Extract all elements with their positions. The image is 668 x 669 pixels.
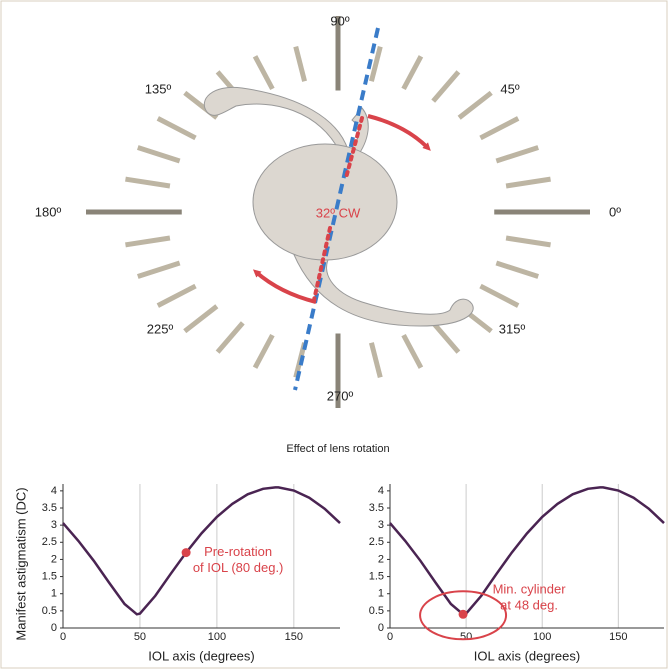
y-tick-label: 0.5 [42,605,57,617]
y-tick-label: 0 [51,622,57,634]
protractor-tick [215,321,245,354]
x-tick-label: 150 [609,631,627,643]
y-tick-label: 1.5 [369,570,384,582]
rotation-label: 32º CW [316,205,361,220]
protractor-tick [401,333,424,369]
curve [62,486,341,616]
rotation-arrow [252,269,317,304]
lens-optic [252,143,398,261]
protractor-tick [479,116,520,141]
protractor-tick [252,55,275,91]
x-tick-label: 50 [134,631,146,643]
angle-label: 180º [35,204,62,219]
axis-line [293,27,380,391]
y-tick-label: 3.5 [369,502,384,514]
angle-label: 45º [500,81,519,96]
y-tick-label: 0.5 [369,605,384,617]
protractor-tick [505,176,551,189]
marker [181,548,191,558]
y-tick-label: 3 [378,519,384,531]
protractor-tick [495,145,539,164]
angle-label: 90º [330,13,349,28]
y-axis-label: Manifest astigmatism (DC) [13,487,28,640]
y-tick-label: 0 [378,622,384,634]
x-axis-label: IOL axis (degrees) [474,648,580,663]
protractor-tick [479,283,520,308]
protractor-tick [252,333,275,369]
y-tick-label: 2.5 [42,536,57,548]
x-axis-label: IOL axis (degrees) [148,648,254,663]
protractor-tick [156,283,197,308]
highlight-ring [419,590,508,641]
protractor-tick [183,304,219,334]
y-tick-label: 3 [51,519,57,531]
protractor-tick [505,235,551,248]
upper-haptic [203,86,349,153]
protractor-tick [293,46,307,82]
protractor-tick [369,46,383,82]
dotted-axis [344,116,364,180]
protractor-tick [431,321,461,354]
x-tick-label: 100 [208,631,226,643]
annotation: Pre-rotation [204,544,272,559]
y-tick-label: 4 [51,485,57,497]
protractor-tick [156,116,197,141]
protractor-tick [495,260,539,279]
x-tick-label: 150 [285,631,303,643]
annotation: of IOL (80 deg.) [193,560,284,575]
dotted-axis [312,226,332,302]
protractor-tick [125,176,171,189]
protractor-tick [431,70,461,103]
curve [389,486,665,616]
y-tick-label: 4 [378,485,384,497]
rotation-arrow [367,114,431,151]
protractor-tick [137,145,181,164]
protractor-tick [401,55,424,91]
annotation: at 48 deg. [500,598,558,613]
y-tick-label: 1 [378,588,384,600]
y-tick-label: 2.5 [369,536,384,548]
protractor-tick [125,235,171,248]
protractor-tick [137,260,181,279]
y-tick-label: 2 [378,553,384,565]
protractor-tick [457,90,493,120]
y-tick-label: 3.5 [42,502,57,514]
angle-label: 0º [609,204,621,219]
figure-title: Effect of lens rotation [286,443,389,455]
x-tick-label: 0 [60,631,66,643]
x-tick-label: 0 [387,631,393,643]
angle-label: 135º [145,81,172,96]
angle-label: 315º [499,321,526,336]
x-tick-label: 50 [460,631,472,643]
y-tick-label: 1.5 [42,570,57,582]
angle-label: 225º [147,321,174,336]
marker [458,609,468,619]
y-tick-label: 2 [51,553,57,565]
angle-label: 270º [327,388,354,403]
x-tick-label: 100 [533,631,551,643]
protractor-tick [369,342,383,378]
y-tick-label: 1 [51,588,57,600]
annotation: Min. cylinder [493,582,567,597]
